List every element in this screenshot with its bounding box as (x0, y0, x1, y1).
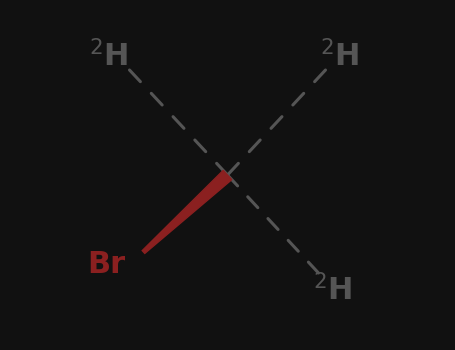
Text: $^{2}$H: $^{2}$H (320, 40, 359, 72)
Text: $^{2}$H: $^{2}$H (313, 274, 352, 307)
Text: Br: Br (88, 250, 126, 279)
Polygon shape (142, 170, 232, 253)
Text: $^{2}$H: $^{2}$H (89, 40, 128, 72)
